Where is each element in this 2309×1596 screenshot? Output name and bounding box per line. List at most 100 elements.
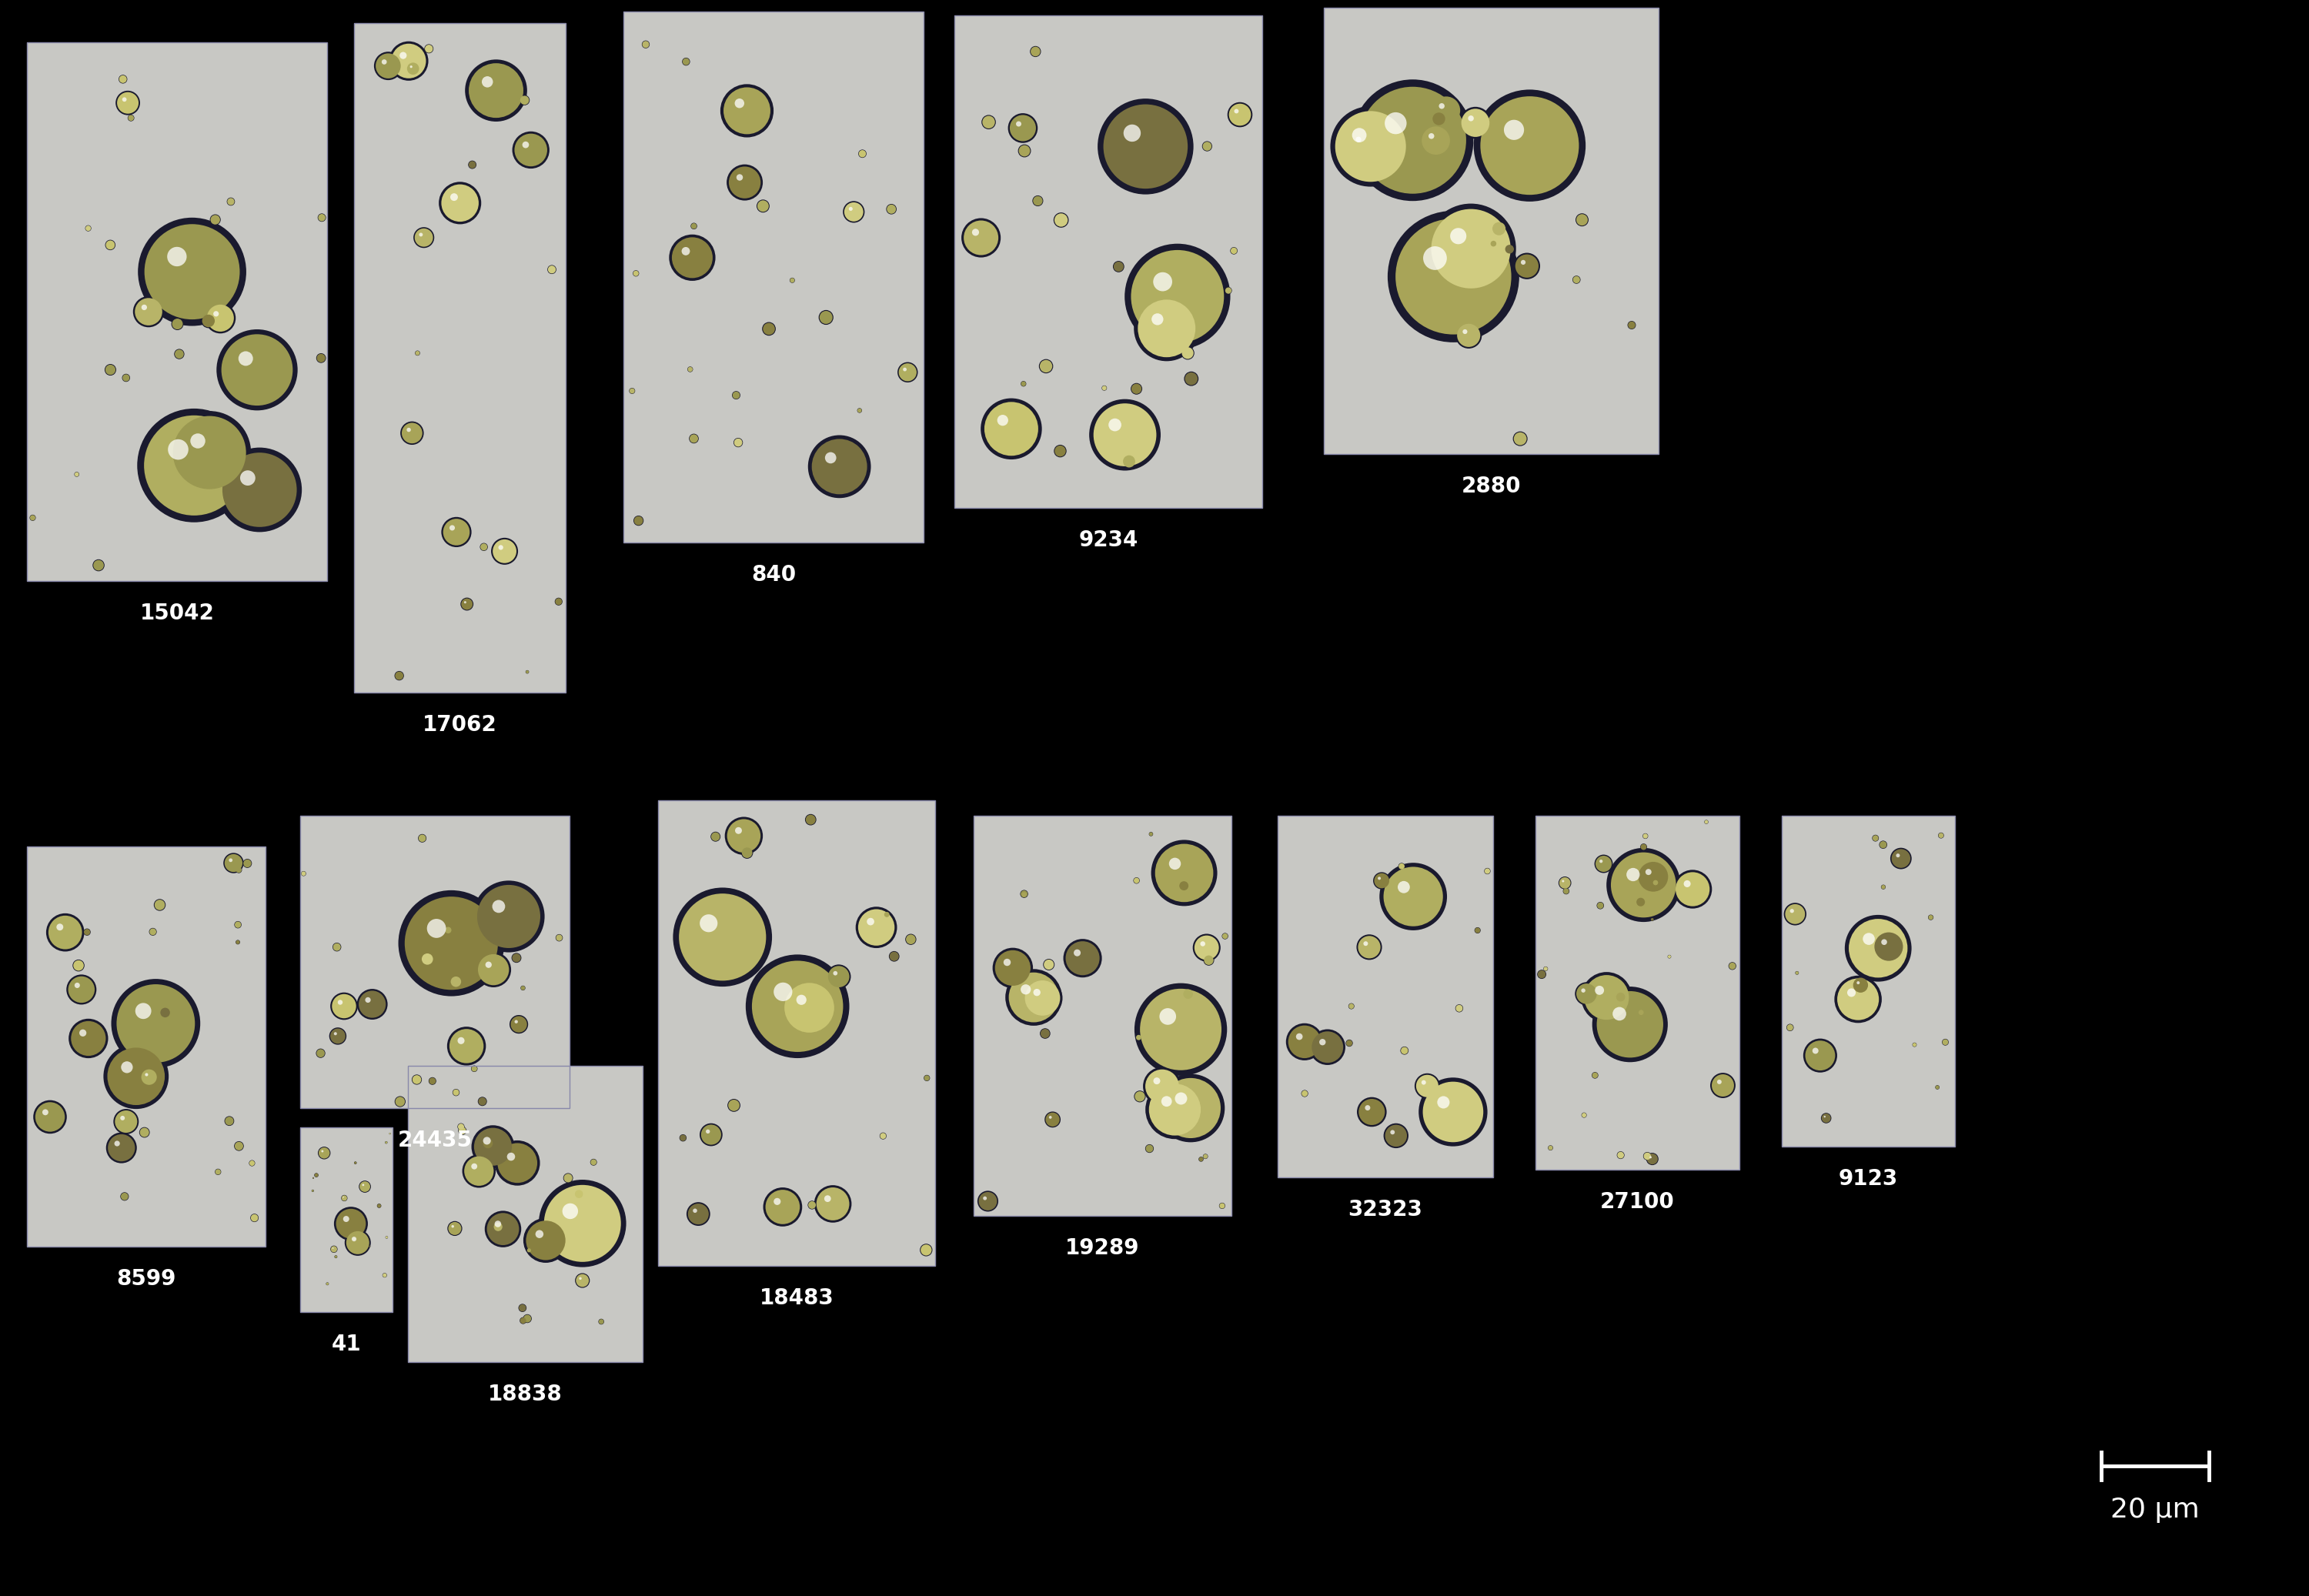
Circle shape [139,1127,150,1138]
Circle shape [1113,262,1124,271]
Circle shape [236,867,242,873]
Circle shape [122,97,127,102]
Circle shape [416,351,420,356]
Circle shape [1048,1116,1053,1119]
Circle shape [450,1029,483,1063]
Circle shape [1628,321,1635,329]
Circle shape [850,207,852,211]
Circle shape [1785,903,1806,926]
Bar [1783,816,1956,1146]
Text: 20 μm: 20 μm [2110,1497,2200,1523]
Circle shape [109,1135,134,1162]
Circle shape [1644,833,1649,838]
Circle shape [520,1318,526,1323]
Circle shape [1418,1077,1487,1146]
Circle shape [1475,927,1480,934]
Circle shape [1378,863,1448,930]
Circle shape [711,832,720,841]
Circle shape [924,1076,931,1080]
Text: 840: 840 [750,563,797,586]
Circle shape [1346,1041,1353,1047]
Text: 15042: 15042 [141,603,215,624]
Circle shape [420,953,434,966]
Circle shape [173,1007,178,1012]
Bar [409,1066,642,1361]
Circle shape [1473,89,1586,201]
Circle shape [889,951,898,961]
Circle shape [1175,1092,1187,1104]
Circle shape [441,185,478,222]
Circle shape [547,265,556,275]
Bar [28,43,328,581]
Circle shape [1462,109,1489,137]
Circle shape [242,859,252,867]
Circle shape [1374,873,1390,889]
Circle shape [203,314,215,327]
Bar [1277,816,1494,1178]
Circle shape [332,943,342,951]
Circle shape [346,1231,369,1254]
Circle shape [1813,1047,1819,1053]
Circle shape [236,1141,242,1151]
Circle shape [762,322,776,335]
Bar [409,1066,642,1361]
Circle shape [575,1189,584,1199]
Circle shape [1667,954,1672,958]
Circle shape [106,239,115,251]
Circle shape [672,238,713,278]
Circle shape [159,1007,171,1017]
Circle shape [1355,934,1383,959]
Circle shape [1572,276,1582,284]
Circle shape [236,940,240,945]
Circle shape [688,367,693,372]
Circle shape [335,1256,337,1258]
Circle shape [1563,887,1570,894]
Circle shape [1711,1074,1734,1096]
Circle shape [224,1117,233,1125]
Bar [28,846,266,1246]
Circle shape [155,900,164,910]
Circle shape [1639,844,1646,851]
Circle shape [741,847,753,859]
Circle shape [1637,1010,1644,1015]
Circle shape [520,1304,526,1312]
Circle shape [898,364,917,381]
Circle shape [961,219,1000,257]
Circle shape [1796,972,1799,975]
Circle shape [672,887,771,986]
Circle shape [1616,1151,1626,1159]
Circle shape [1221,934,1228,938]
Circle shape [69,1018,109,1058]
Circle shape [32,1100,67,1133]
Circle shape [1863,934,1875,945]
Circle shape [1822,1114,1831,1122]
Circle shape [556,935,563,942]
Circle shape [115,91,141,115]
Circle shape [1039,1028,1051,1039]
Bar [954,16,1263,508]
Circle shape [1912,1042,1916,1047]
Circle shape [633,270,640,276]
Circle shape [774,1199,780,1205]
Circle shape [746,954,850,1058]
Circle shape [700,915,718,932]
Circle shape [483,77,492,88]
Circle shape [679,1135,686,1141]
Circle shape [1362,942,1367,946]
Circle shape [591,1159,598,1165]
Circle shape [711,832,720,841]
Circle shape [1194,935,1219,959]
Circle shape [330,1246,337,1253]
Circle shape [1226,287,1231,294]
Circle shape [1515,433,1526,445]
Text: 9234: 9234 [1078,530,1138,551]
Circle shape [358,991,386,1018]
Circle shape [633,516,644,525]
Circle shape [1653,879,1658,886]
Circle shape [1143,1068,1182,1106]
Circle shape [538,1179,626,1267]
Circle shape [1489,241,1496,247]
Circle shape [1616,1152,1623,1159]
Circle shape [1134,295,1198,361]
Circle shape [316,354,326,362]
